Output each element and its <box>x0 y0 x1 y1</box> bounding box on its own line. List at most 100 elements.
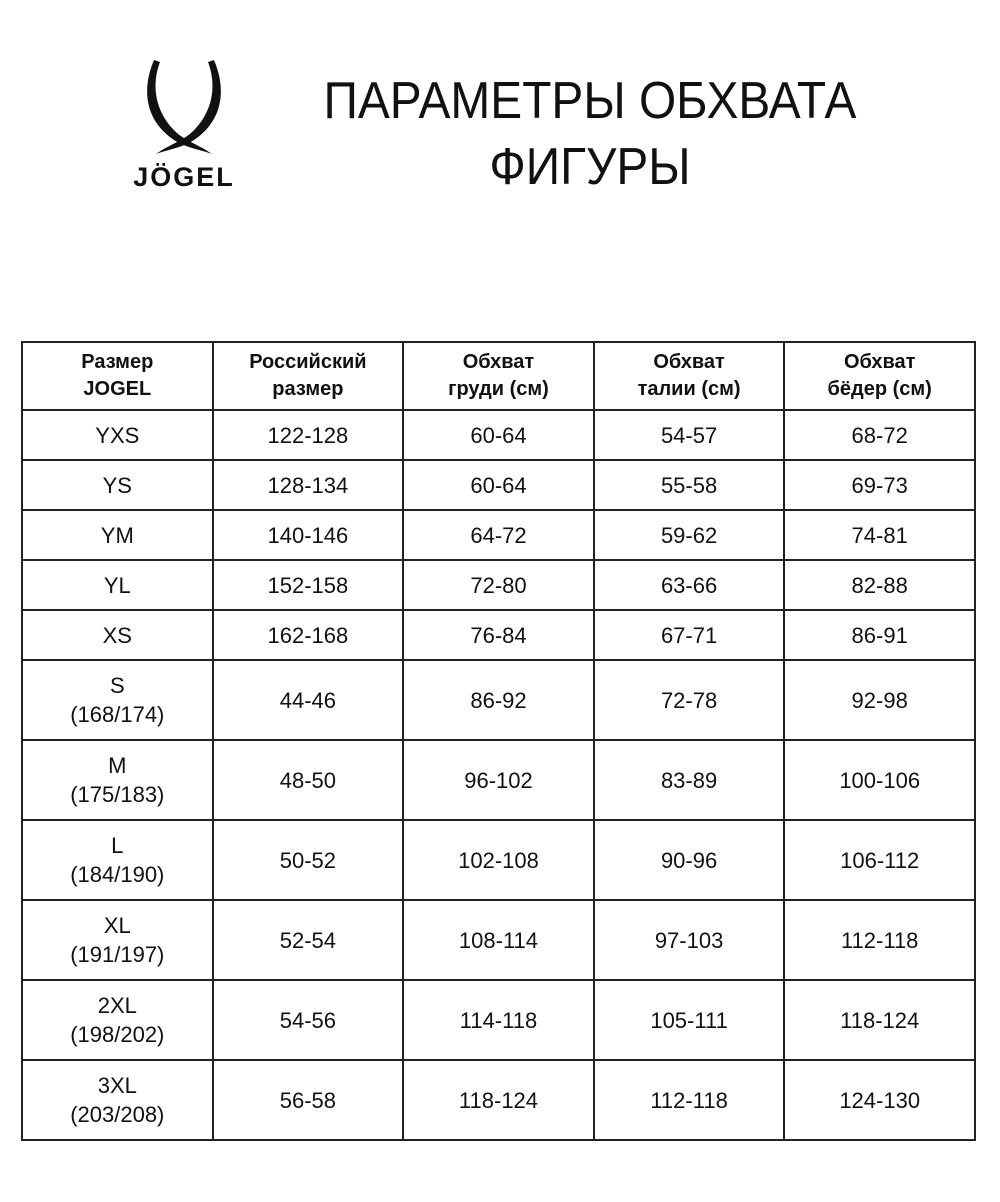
cell-hips: 82-88 <box>783 559 976 611</box>
cell-waist: 97-103 <box>592 899 786 981</box>
cell-size: M (175/183) <box>21 739 214 821</box>
cell-chest: 102-108 <box>402 819 595 901</box>
header-text: груди (см) <box>448 378 549 400</box>
table-row: S (168/174) 44-46 86-92 72-78 92-98 <box>21 659 976 741</box>
cell-hips: 106-112 <box>783 819 976 901</box>
size-text: (198/202) <box>70 1022 165 1047</box>
cell-size: YS <box>21 459 214 511</box>
cell-size: 2XL (198/202) <box>21 979 214 1061</box>
cell-waist: 55-58 <box>592 459 786 511</box>
cell-chest: 60-64 <box>402 459 595 511</box>
cell-hips: 86-91 <box>783 609 976 661</box>
cell-size: XL (191/197) <box>21 899 214 981</box>
cell-waist: 59-62 <box>592 509 786 561</box>
table-row: 3XL (203/208) 56-58 118-124 112-118 124-130 <box>21 1059 976 1141</box>
cell-waist: 105-111 <box>592 979 786 1061</box>
column-header-russian-size: Российский размер <box>211 341 405 411</box>
title-line-1: ПАРАМЕТРЫ ОБХВАТА <box>323 72 857 130</box>
header-text: Обхват <box>462 351 535 373</box>
cell-ru: 152-158 <box>211 559 405 611</box>
size-text: (175/183) <box>70 782 165 807</box>
table-row: L (184/190) 50-52 102-108 90-96 106-112 <box>21 819 976 901</box>
header-text: JOGEL <box>83 378 152 400</box>
cell-chest: 108-114 <box>402 899 595 981</box>
column-header-waist: Обхват талии (см) <box>592 341 786 411</box>
cell-hips: 112-118 <box>783 899 976 981</box>
cell-waist: 67-71 <box>592 609 786 661</box>
jogel-logo: JÖGEL <box>112 58 257 193</box>
title-line-2: ФИГУРЫ <box>489 138 691 196</box>
cell-size: XS <box>21 609 214 661</box>
size-text: YS <box>102 472 132 498</box>
cell-size: YXS <box>21 409 214 461</box>
header-text: Обхват <box>843 351 916 373</box>
cell-chest: 64-72 <box>402 509 595 561</box>
cell-hips: 68-72 <box>783 409 976 461</box>
table-row: 2XL (198/202) 54-56 114-118 105-111 118-124 <box>21 979 976 1061</box>
cell-ru: 122-128 <box>211 409 405 461</box>
cell-waist: 90-96 <box>592 819 786 901</box>
cell-hips: 118-124 <box>783 979 976 1061</box>
cell-chest: 60-64 <box>402 409 595 461</box>
cell-ru: 52-54 <box>211 899 405 981</box>
size-text: (191/197) <box>70 942 165 967</box>
size-text: 2XL <box>97 993 137 1018</box>
table-row: YS 128-134 60-64 55-58 69-73 <box>21 459 976 511</box>
table-row: YM 140-146 64-72 59-62 74-81 <box>21 509 976 561</box>
table-row: XS 162-168 76-84 67-71 86-91 <box>21 609 976 661</box>
header-text: Размер <box>81 351 154 373</box>
cell-waist: 83-89 <box>592 739 786 821</box>
cell-hips: 92-98 <box>783 659 976 741</box>
svg-text:JÖGEL: JÖGEL <box>133 162 235 192</box>
cell-ru: 54-56 <box>211 979 405 1061</box>
size-text: YXS <box>95 422 140 448</box>
cell-waist: 112-118 <box>592 1059 786 1141</box>
size-text: (168/174) <box>70 702 165 727</box>
size-text: (203/208) <box>70 1102 165 1127</box>
header-text: Обхват <box>653 351 725 373</box>
cell-hips: 69-73 <box>783 459 976 511</box>
cell-ru: 48-50 <box>211 739 405 821</box>
size-text: YL <box>103 572 131 598</box>
cell-size: YM <box>21 509 214 561</box>
table-row: M (175/183) 48-50 96-102 83-89 100-106 <box>21 739 976 821</box>
cell-ru: 140-146 <box>211 509 405 561</box>
cell-ru: 128-134 <box>211 459 405 511</box>
cell-waist: 54-57 <box>592 409 786 461</box>
cell-hips: 74-81 <box>783 509 976 561</box>
size-text: YM <box>100 522 134 548</box>
table-header-row: Размер JOGEL Российский размер Обхват груди (… <box>21 341 976 411</box>
cell-size: YL <box>21 559 214 611</box>
cell-ru: 162-168 <box>211 609 405 661</box>
cell-hips: 124-130 <box>783 1059 976 1141</box>
size-text: S <box>109 673 125 698</box>
cell-ru: 50-52 <box>211 819 405 901</box>
cell-waist: 63-66 <box>592 559 786 611</box>
table-row: YXS 122-128 60-64 54-57 68-72 <box>21 409 976 461</box>
size-text: M <box>108 753 127 778</box>
cell-chest: 86-92 <box>402 659 595 741</box>
size-text: L <box>111 833 124 858</box>
size-text: XS <box>102 622 132 648</box>
table-row: XL (191/197) 52-54 108-114 97-103 112-118 <box>21 899 976 981</box>
column-header-hips: Обхват бёдер (см) <box>783 341 976 411</box>
cell-hips: 100-106 <box>783 739 976 821</box>
header-text: Российский <box>249 351 367 373</box>
cell-size: L (184/190) <box>21 819 214 901</box>
cell-chest: 76-84 <box>402 609 595 661</box>
page-title: ПАРАМЕТРЫ ОБХВАТА ФИГУРЫ <box>314 68 866 200</box>
column-header-chest: Обхват груди (см) <box>402 341 595 411</box>
table-row: YL 152-158 72-80 63-66 82-88 <box>21 559 976 611</box>
cell-chest: 114-118 <box>402 979 595 1061</box>
cell-size: S (168/174) <box>21 659 214 741</box>
size-text: (184/190) <box>70 862 165 887</box>
header-text: бёдер (см) <box>827 378 932 400</box>
cell-chest: 96-102 <box>402 739 595 821</box>
cell-chest: 118-124 <box>402 1059 595 1141</box>
column-header-size-jogel: Размер JOGEL <box>21 341 214 411</box>
cell-waist: 72-78 <box>592 659 786 741</box>
cell-chest: 72-80 <box>402 559 595 611</box>
size-text: 3XL <box>97 1073 137 1098</box>
size-table: Размер JOGEL Российский размер Обхват груди (… <box>21 341 976 1141</box>
cell-ru: 56-58 <box>211 1059 405 1141</box>
